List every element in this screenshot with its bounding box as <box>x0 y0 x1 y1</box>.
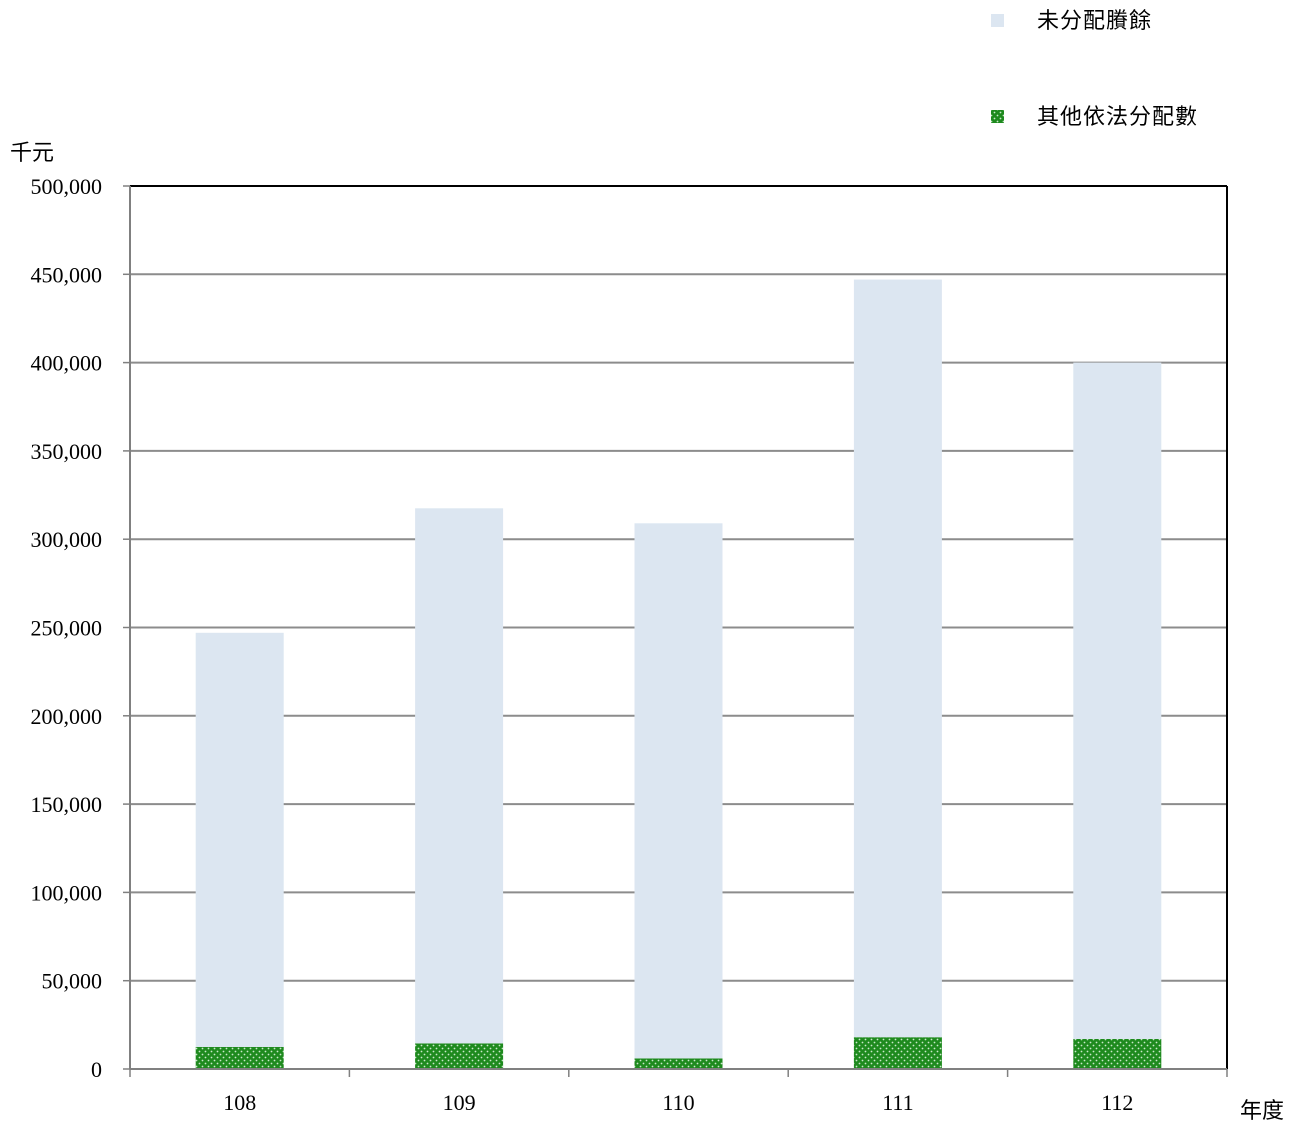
bar-segment-other-distribution <box>634 1058 723 1069</box>
x-axis-unit-label: 年度 <box>1240 1098 1284 1123</box>
y-axis-unit-label: 千元 <box>10 140 54 165</box>
y-tick-label: 0 <box>91 1057 102 1082</box>
bar-segment-undistributed-surplus <box>634 523 723 1059</box>
y-tick-label: 350,000 <box>31 439 103 464</box>
y-tick-label: 300,000 <box>31 527 103 552</box>
bars <box>195 279 1162 1069</box>
x-tick-label: 109 <box>443 1090 476 1115</box>
bar-segment-undistributed-surplus <box>195 632 284 1047</box>
bar-segment-other-distribution <box>415 1043 504 1069</box>
y-tick-label: 450,000 <box>31 262 103 287</box>
legend-label: 未分配賸餘 <box>1037 8 1152 33</box>
bar-segment-other-distribution <box>853 1037 942 1069</box>
legend-swatch <box>991 14 1004 27</box>
x-tick-label: 108 <box>223 1090 256 1115</box>
y-tick-label: 50,000 <box>42 969 103 994</box>
y-tick-label: 500,000 <box>31 174 103 199</box>
x-tick-label: 112 <box>1101 1090 1133 1115</box>
legend-swatch <box>991 110 1004 123</box>
y-tick-label: 150,000 <box>31 792 103 817</box>
legend-label: 其他依法分配數 <box>1037 104 1198 129</box>
bar-segment-undistributed-surplus <box>853 279 942 1038</box>
y-tick-label: 200,000 <box>31 704 103 729</box>
tick-labels: 0 50,000 100,000 150,000 200,000 250,000 300,0… <box>31 174 1134 1115</box>
y-tick-label: 250,000 <box>31 616 103 641</box>
bar-segment-other-distribution <box>1073 1038 1162 1069</box>
y-tick-label: 100,000 <box>31 880 103 905</box>
x-tick-label: 110 <box>662 1090 694 1115</box>
bar-segment-other-distribution <box>195 1046 284 1069</box>
y-tick-label: 400,000 <box>31 351 103 376</box>
bar-segment-undistributed-surplus <box>1073 362 1162 1039</box>
bar-segment-undistributed-surplus <box>415 508 504 1044</box>
x-tick-label: 111 <box>882 1090 913 1115</box>
axes <box>123 185 1228 1077</box>
